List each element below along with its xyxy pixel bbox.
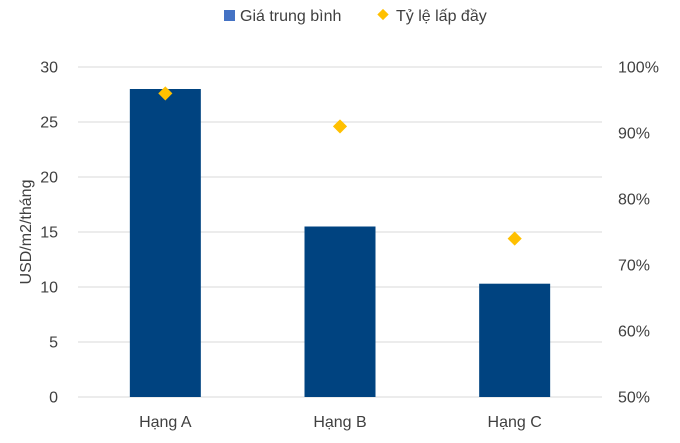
- x-tick-label: Hạng A: [139, 414, 192, 431]
- markers: [158, 86, 522, 246]
- y-tick-label: 25: [40, 115, 58, 132]
- y-tick-label: 10: [40, 280, 58, 297]
- marker-point: [332, 119, 348, 134]
- y2-tick-label: 50%: [618, 390, 650, 407]
- y-tick-label: 0: [49, 390, 58, 407]
- legend: Giá trung bình Tỷ lệ lấp đầy: [224, 8, 487, 25]
- y2-tick-label: 100%: [618, 60, 659, 77]
- y2-tick-label: 60%: [618, 324, 650, 341]
- x-tick-label: Hạng C: [488, 414, 542, 431]
- legend-label-marker: Tỷ lệ lấp đầy: [396, 8, 487, 25]
- legend-swatch-bar: [224, 10, 235, 21]
- y2-tick-label: 90%: [618, 126, 650, 143]
- y-axis-left-ticks: 0 5 10 15 20 25 30: [40, 60, 58, 407]
- marker-point: [507, 231, 522, 246]
- bar: [479, 283, 551, 397]
- bar: [304, 226, 376, 397]
- y-axis-right-ticks: 50% 60% 70% 80% 90% 100%: [618, 60, 659, 407]
- bars: [129, 89, 551, 397]
- y2-tick-label: 70%: [618, 258, 650, 275]
- y-axis-title: USD/m2/tháng: [18, 180, 35, 285]
- y-tick-label: 15: [40, 225, 58, 242]
- x-tick-label: Hạng B: [313, 414, 366, 431]
- legend-label-bar: Giá trung bình: [240, 8, 341, 25]
- y-tick-label: 30: [40, 60, 58, 77]
- y2-tick-label: 80%: [618, 192, 650, 209]
- bar: [129, 89, 201, 397]
- y-tick-label: 5: [49, 335, 58, 352]
- y-tick-label: 20: [40, 170, 58, 187]
- x-axis-ticks: Hạng A Hạng B Hạng C: [139, 414, 542, 431]
- legend-swatch-marker: [377, 8, 389, 21]
